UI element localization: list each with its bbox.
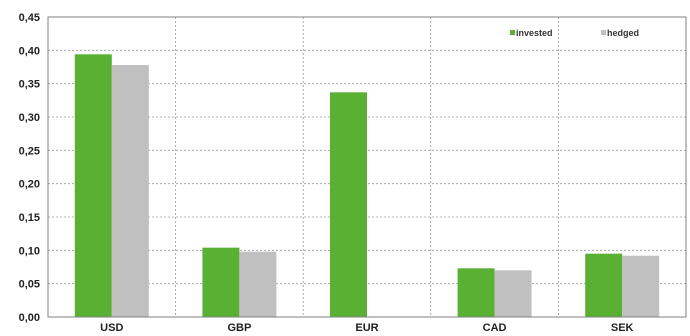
bar-invested-gbp <box>202 247 240 317</box>
y-tick-label: 0,40 <box>19 45 40 57</box>
bar-series <box>74 54 660 317</box>
legend-label-hedged: hedged <box>607 28 639 38</box>
x-category-label: USD <box>100 322 123 334</box>
bar-invested-sek <box>585 253 623 317</box>
legend-label-invested: invested <box>516 28 553 38</box>
legend: invested hedged <box>510 28 639 38</box>
bar-invested-eur <box>330 92 367 317</box>
bar-hedged-sek <box>622 255 660 317</box>
bar-invested-cad <box>457 268 495 317</box>
bar-hedged-cad <box>494 270 532 317</box>
legend-swatch-invested <box>510 30 515 35</box>
x-category-label: SEK <box>611 322 634 334</box>
y-tick-label: 0,20 <box>19 179 40 191</box>
legend-swatch-hedged <box>601 30 606 35</box>
x-axis-category-labels: USD GBP EUR CAD SEK <box>100 322 633 334</box>
y-tick-label: 0,05 <box>19 279 40 291</box>
y-tick-label: 0,10 <box>19 245 40 257</box>
bar-hedged-usd <box>111 65 149 317</box>
x-category-label: CAD <box>483 322 507 334</box>
y-tick-label: 0,00 <box>19 312 40 324</box>
y-tick-label: 0,25 <box>19 145 40 157</box>
y-tick-label: 0,45 <box>19 12 40 24</box>
bar-invested-usd <box>74 54 112 317</box>
plot-frame <box>47 16 687 318</box>
bar-hedged-gbp <box>239 251 277 317</box>
grid-lines <box>48 17 686 317</box>
x-category-label: GBP <box>227 322 251 334</box>
y-tick-label: 0,30 <box>19 112 40 124</box>
y-axis-tick-labels: 0,00 0,05 0,10 0,15 0,20 0,25 0,30 0,35 0,40 0,45 <box>19 12 40 324</box>
y-tick-label: 0,35 <box>19 79 40 91</box>
y-tick-label: 0,15 <box>19 212 40 224</box>
x-category-label: EUR <box>355 322 378 334</box>
